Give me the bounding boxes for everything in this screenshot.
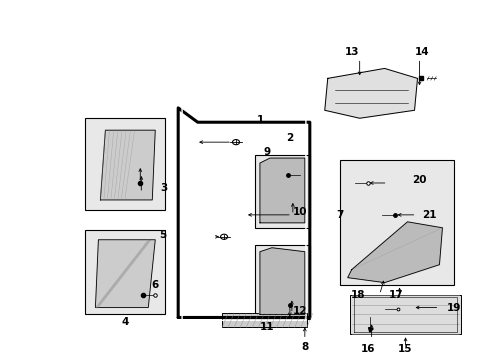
Text: 1: 1: [256, 115, 263, 125]
Text: 21: 21: [421, 210, 436, 220]
Text: 5: 5: [159, 230, 166, 240]
Polygon shape: [324, 68, 417, 118]
Text: 17: 17: [388, 289, 403, 300]
Text: 14: 14: [414, 48, 429, 58]
Bar: [254, 155, 309, 228]
Text: 12: 12: [292, 306, 306, 316]
Bar: [222, 314, 306, 328]
Text: 18: 18: [350, 289, 364, 300]
Polygon shape: [347, 222, 442, 283]
Text: 2: 2: [285, 133, 293, 143]
Text: 3: 3: [160, 183, 167, 193]
Text: 9: 9: [263, 147, 270, 157]
Text: 16: 16: [360, 345, 374, 354]
Polygon shape: [260, 248, 304, 315]
Text: 19: 19: [447, 302, 461, 312]
Bar: [85, 118, 165, 210]
Bar: [254, 245, 309, 319]
Text: 15: 15: [398, 345, 412, 354]
Polygon shape: [100, 130, 155, 200]
Polygon shape: [95, 240, 155, 307]
Text: 7: 7: [335, 210, 343, 220]
Text: 11: 11: [259, 323, 274, 332]
Text: 8: 8: [301, 342, 308, 352]
Bar: [349, 294, 461, 334]
Text: 13: 13: [344, 48, 358, 58]
Text: 10: 10: [292, 207, 306, 217]
Text: 20: 20: [411, 175, 426, 185]
Bar: [85, 230, 165, 315]
Text: 4: 4: [122, 318, 129, 328]
Bar: [339, 160, 453, 285]
Text: 6: 6: [151, 280, 159, 289]
Polygon shape: [260, 158, 304, 223]
